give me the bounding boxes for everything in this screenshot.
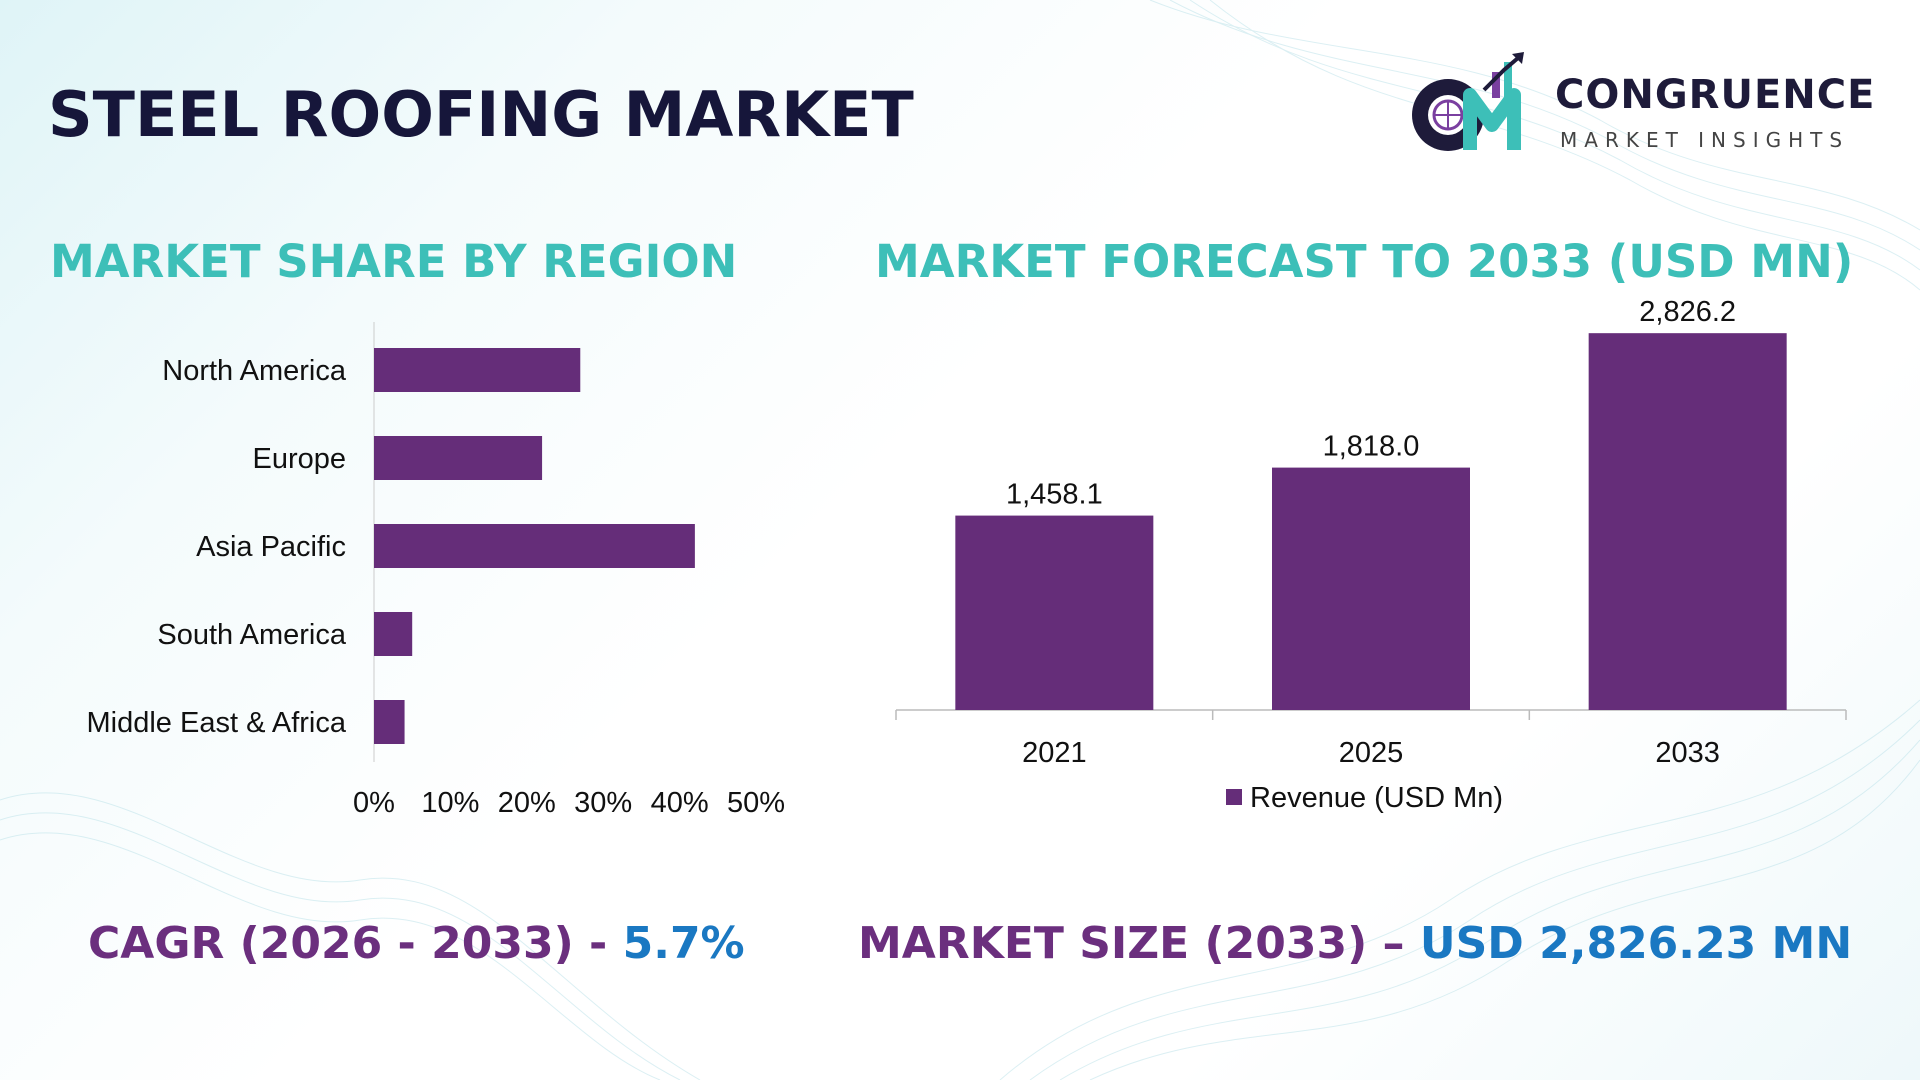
forecast-data-label-2021: 1,458.1 (1006, 479, 1103, 511)
forecast-bar-2025 (1272, 467, 1470, 710)
page-title: STEEL ROOFING MARKET (48, 78, 914, 151)
share-bar-south-america (374, 612, 413, 656)
share-tick-label-1: 10% (421, 787, 479, 819)
forecast-category-label-2033: 2033 (1655, 737, 1720, 769)
logo-mark-icon (1412, 52, 1524, 151)
forecast-data-label-2033: 2,826.2 (1639, 300, 1736, 328)
market-size-stat: MARKET SIZE (2033) – USD 2,826.23 MN (858, 918, 1852, 969)
forecast-legend-label: Revenue (USD Mn) (1250, 782, 1503, 814)
logo-brand-text: CONGRUENCE (1555, 72, 1876, 118)
market-share-bar-chart: North America Europe Asia Pacific South Ame… (87, 322, 785, 819)
share-bar-north-america (374, 348, 581, 392)
cagr-value: 5.7% (622, 918, 745, 969)
share-tick-label-3: 30% (574, 787, 632, 819)
forecast-bar-2021 (955, 515, 1154, 710)
forecast-section-title: MARKET FORECAST TO 2033 (USD MN) (875, 235, 1854, 288)
market-size-value: USD 2,826.23 MN (1419, 918, 1853, 969)
forecast-bar-2033 (1588, 333, 1787, 710)
share-category-label-north-america: North America (162, 355, 347, 387)
cagr-stat: CAGR (2026 - 2033) - 5.7% (88, 918, 745, 969)
share-category-label-middle-east-africa: Middle East & Africa (87, 707, 347, 739)
share-bar-europe (374, 436, 543, 480)
share-bar-asia-pacific (374, 524, 695, 568)
share-tick-label-0: 0% (353, 787, 395, 819)
forecast-data-label-2025: 1,818.0 (1323, 431, 1420, 463)
share-tick-label-5: 50% (727, 787, 785, 819)
share-category-label-asia-pacific: Asia Pacific (196, 531, 346, 563)
company-logo: CONGRUENCE MARKET INSIGHTS (1400, 50, 1880, 160)
forecast-category-label-2025: 2025 (1339, 737, 1404, 769)
market-share-section-title: MARKET SHARE BY REGION (50, 235, 738, 288)
forecast-category-label-2021: 2021 (1022, 737, 1087, 769)
share-bar-middle-east-africa (374, 700, 405, 744)
share-tick-label-4: 40% (651, 787, 709, 819)
logo-tagline-text: MARKET INSIGHTS (1560, 128, 1850, 152)
cagr-label: CAGR (2026 - 2033) - (88, 918, 623, 969)
share-category-label-europe: Europe (252, 443, 346, 475)
share-category-label-south-america: South America (157, 619, 346, 651)
market-size-label: MARKET SIZE (2033) – (858, 918, 1420, 969)
share-tick-label-2: 20% (498, 787, 556, 819)
forecast-legend-swatch (1226, 789, 1242, 805)
market-forecast-bar-chart: 1,458.1 2021 1,818.0 2025 2,826.2 2033 Revenue… (895, 300, 1847, 814)
